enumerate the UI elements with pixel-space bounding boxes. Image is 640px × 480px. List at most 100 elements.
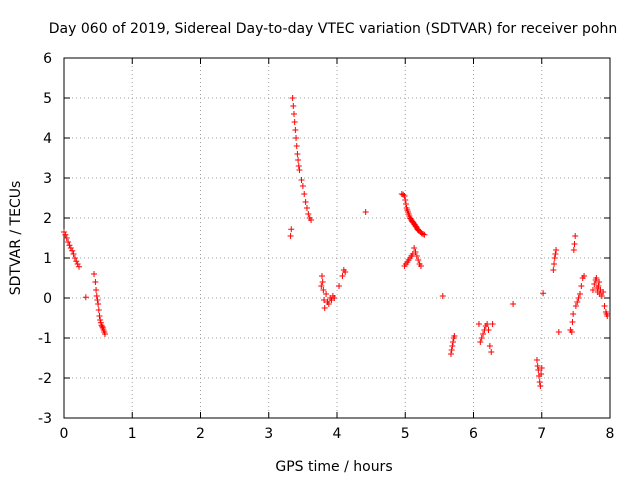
data-point (94, 297, 101, 303)
data-point (92, 279, 99, 285)
data-point (400, 191, 407, 198)
data-point (319, 279, 326, 285)
x-tick-label: 5 (401, 426, 410, 442)
data-point (318, 283, 325, 289)
x-tick-label: 7 (537, 426, 546, 442)
data-point (576, 291, 583, 297)
data-point (288, 226, 295, 233)
grid-lines (64, 58, 610, 418)
data-point (323, 291, 330, 297)
y-tick-label: -2 (38, 371, 52, 387)
data-point (551, 255, 558, 261)
data-point (540, 290, 547, 297)
data-point (69, 247, 76, 254)
data-point (439, 293, 446, 299)
data-point (488, 349, 495, 355)
data-point (485, 327, 492, 333)
data-point (93, 287, 100, 293)
data-point (93, 293, 100, 299)
data-point (76, 263, 83, 270)
data-point (581, 273, 588, 279)
x-tick-label: 8 (606, 426, 615, 442)
data-point (63, 235, 70, 241)
data-point (570, 311, 577, 317)
data-point (74, 261, 81, 267)
data-point (331, 295, 338, 301)
chart-title: Day 060 of 2019, Sidereal Day-to-day VTE… (49, 21, 617, 37)
y-axis-label: SDTVAR / TECUs (8, 181, 24, 296)
data-point (551, 261, 558, 267)
data-point (569, 319, 576, 325)
data-point (305, 211, 312, 217)
data-point (574, 299, 581, 305)
x-tick-labels: 0 1 2 3 4 5 6 7 8 (60, 426, 615, 442)
data-point (575, 295, 582, 301)
data-points (61, 95, 611, 389)
data-point (568, 329, 575, 335)
data-point (401, 193, 408, 199)
data-point (478, 335, 485, 341)
data-point (537, 383, 544, 389)
data-point (477, 339, 484, 345)
y-tick-labels: -3 -2 -1 0 1 2 3 4 5 6 (38, 51, 52, 427)
x-tick-label: 6 (469, 426, 478, 442)
data-point (308, 217, 315, 223)
data-point (62, 231, 69, 238)
data-point (65, 239, 72, 245)
data-point (412, 249, 419, 255)
data-point (601, 303, 608, 309)
data-point (413, 253, 420, 259)
y-tick-label: -3 (38, 411, 52, 427)
data-point (287, 233, 294, 239)
data-point (91, 271, 98, 277)
data-point (325, 301, 332, 307)
data-point (67, 245, 74, 251)
data-point (292, 127, 299, 133)
data-point (318, 273, 325, 279)
data-point (486, 343, 493, 349)
data-point (293, 135, 300, 141)
x-tick-label: 3 (264, 426, 273, 442)
data-point (538, 365, 545, 371)
data-point (321, 305, 328, 311)
data-point (320, 287, 327, 293)
y-tick-label: 2 (43, 211, 52, 227)
data-point (596, 279, 603, 285)
y-tick-label: 1 (43, 251, 52, 267)
data-point (555, 329, 562, 335)
data-point (447, 351, 454, 357)
data-point (578, 283, 585, 289)
data-point (484, 321, 491, 327)
data-point (415, 257, 422, 263)
data-point (71, 255, 78, 261)
data-point (591, 281, 598, 287)
y-tick-label: -1 (38, 331, 52, 347)
data-point (571, 241, 578, 247)
y-tick-label: 3 (43, 171, 52, 187)
data-point (342, 269, 349, 275)
data-point (73, 258, 80, 265)
data-point (296, 167, 303, 173)
x-tick-label: 4 (333, 426, 342, 442)
data-point (598, 293, 605, 299)
data-point (510, 301, 517, 307)
data-point (291, 119, 298, 125)
data-point (533, 357, 540, 363)
data-point (321, 297, 328, 303)
data-point (290, 103, 297, 109)
data-point (291, 111, 298, 117)
data-point (362, 209, 369, 215)
data-point (480, 331, 487, 337)
data-point (339, 273, 346, 279)
data-point (538, 371, 545, 377)
data-point (99, 323, 106, 330)
data-point (97, 317, 104, 323)
data-point (96, 313, 103, 319)
data-point (61, 229, 67, 235)
data-point (534, 363, 541, 369)
data-point (301, 191, 308, 197)
data-point (95, 301, 102, 307)
data-point (82, 294, 89, 301)
data-point (475, 321, 482, 327)
data-point (336, 283, 343, 289)
